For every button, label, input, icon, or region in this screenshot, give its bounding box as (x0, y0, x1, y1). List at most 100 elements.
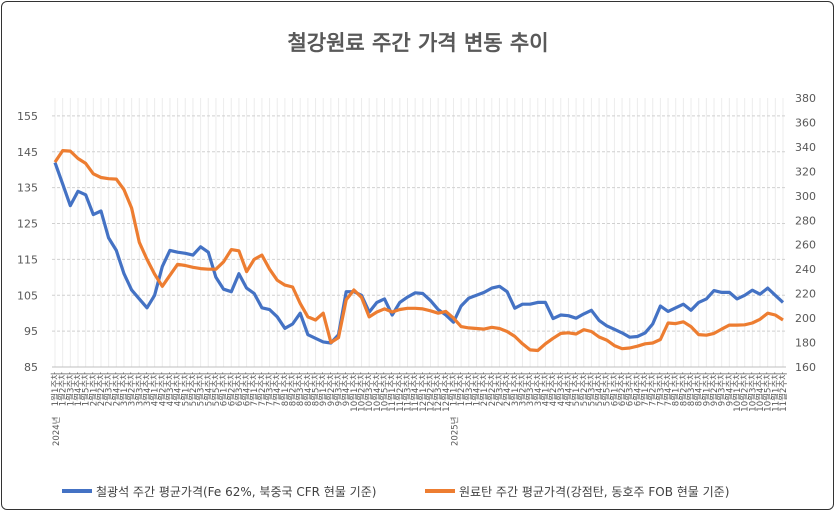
left-tick-label: 145 (17, 146, 38, 159)
x-tick-label: 1월3주차 (65, 372, 76, 406)
x-tick-label: 5월5주차 (602, 372, 613, 406)
x-tick-label: 8월4주차 (694, 372, 705, 406)
x-tick-label: 1월2주차 (58, 372, 69, 406)
x-tick-label: 10월2주차 (740, 372, 751, 412)
x-tick-label: 10월1주차 (349, 372, 360, 412)
x-tick-label: 11월2주차 (778, 372, 789, 412)
legend: 철광석 주간 평균가격(Fe 62%, 북중국 CFR 현물 기준) 원료탄 주… (62, 485, 729, 499)
x-tick-label: 8월3주차 (686, 372, 697, 406)
x-tick-label: 3월1주차 (510, 372, 521, 406)
x-tick-label: 8월3주차 (295, 372, 306, 406)
x-tick-label: 11월1주차 (387, 372, 398, 412)
x-tick-label: 3월2주차 (517, 372, 528, 406)
x-tick-label: 2월2주차 (96, 372, 107, 406)
right-tick-label: 360 (795, 116, 816, 129)
left-axis-ticks: 85 95 105 115 125 135 145 155 (17, 110, 38, 374)
x-tick-label: 7월3주차 (655, 372, 666, 406)
x-tick-label: 10월4주차 (755, 372, 766, 412)
x-tick-label: 7월1주차 (249, 372, 260, 406)
x-tick-label: 2월4주차 (111, 372, 122, 406)
year-label: 2024년 (51, 417, 62, 446)
x-tick-label: 11월3주차 (403, 372, 414, 412)
x-tick-label: 10월3주차 (747, 372, 758, 412)
left-tick-label: 125 (17, 218, 38, 231)
x-tick-label: 4월3주차 (556, 372, 567, 406)
x-tick-label: 2월3주차 (494, 372, 505, 406)
x-tick-label: 6월1주차 (219, 372, 230, 406)
x-tick-label: 6월2주차 (226, 372, 237, 406)
right-tick-label: 200 (795, 312, 816, 325)
x-tick-label: 9월2주차 (709, 372, 720, 406)
x-tick-label: 2월3주차 (104, 372, 115, 406)
left-tick-label: 105 (17, 289, 38, 302)
x-tick-label: 1월5주차 (81, 372, 92, 406)
x-tick-label: 2월1주차 (88, 372, 99, 406)
x-tick-label: 10월5주차 (763, 372, 774, 412)
right-tick-label: 220 (795, 288, 816, 301)
x-tick-label: 10월4주차 (372, 372, 383, 412)
right-tick-label: 300 (795, 190, 816, 203)
x-tick-label: 7월1주차 (640, 372, 651, 406)
x-tick-label: 8월1주차 (671, 372, 682, 406)
x-tick-label: 4월1주차 (540, 372, 551, 406)
x-tick-label: 6월2주차 (617, 372, 628, 406)
x-tick-label: 12월3주차 (433, 372, 444, 412)
x-tick-label: 9월3주차 (717, 372, 728, 406)
x-tick-label: 3월3주차 (134, 372, 145, 406)
x-tick-label: 9월1주차 (318, 372, 329, 406)
x-tick-label: 11월2주차 (395, 372, 406, 412)
x-tick-label: 4월3주차 (165, 372, 176, 406)
x-tick-label: 6월4주차 (242, 372, 253, 406)
coking-coal-series-line (53, 149, 784, 353)
x-tick-label: 10월5주차 (380, 372, 391, 412)
series-lines (53, 149, 785, 353)
x-tick-label: 7월2주차 (257, 372, 268, 406)
x-tick-label: 10월3주차 (364, 372, 375, 412)
right-axis-ticks: 160 180 200 220 240 260 280 300 320 340 360 380 (795, 92, 816, 374)
x-tick-label: 1월1주차 (448, 372, 459, 406)
x-tick-label: 2월1주차 (479, 372, 490, 406)
right-tick-label: 320 (795, 165, 816, 178)
year-label: 2025년 (449, 417, 460, 446)
x-tick-label: 3월4주차 (533, 372, 544, 406)
x-tick-label: 6월4주차 (632, 372, 643, 406)
x-tick-label: 12월1주차 (418, 372, 429, 412)
x-tick-label: 11월1주차 (770, 372, 781, 412)
x-tick-label: 4월4주차 (173, 372, 184, 406)
x-tick-label: 4월4주차 (563, 372, 574, 406)
left-tick-label: 85 (24, 361, 38, 374)
x-tick-label: 1월1주차 (50, 372, 61, 406)
gridlines (52, 98, 786, 368)
x-tick-label: 9월2주차 (326, 372, 337, 406)
x-tick-label: 3월2주차 (127, 372, 138, 406)
x-tick-label: 5월3주차 (196, 372, 207, 406)
x-tick-label: 7월4주차 (272, 372, 283, 406)
x-tick-label: 5월4주차 (594, 372, 605, 406)
x-tick-label: 6월1주차 (609, 372, 620, 406)
right-tick-label: 280 (795, 214, 816, 227)
left-tick-label: 95 (24, 325, 38, 338)
right-tick-label: 380 (795, 92, 816, 105)
x-tick-label: 7월3주차 (265, 372, 276, 406)
x-tick-label: 5월3주차 (586, 372, 597, 406)
x-tick-label: 2월4주차 (502, 372, 513, 406)
chart-title: 철강원료 주간 가격 변동 추이 (287, 31, 548, 55)
right-tick-label: 260 (795, 239, 816, 252)
left-tick-label: 115 (17, 253, 38, 266)
x-axis-labels: 1월1주차1월2주차1월3주차1월4주차1월5주차2월1주차2월2주차2월3주차… (50, 372, 789, 446)
x-tick-label: 8월1주차 (280, 372, 291, 406)
left-tick-label: 135 (17, 182, 38, 195)
right-tick-label: 340 (795, 141, 816, 154)
x-tick-label: 2월2주차 (487, 372, 498, 406)
x-tick-label: 12월4주차 (441, 372, 452, 412)
x-tick-label: 6월3주차 (625, 372, 636, 406)
x-tick-label: 5월2주차 (188, 372, 199, 406)
left-tick-label: 155 (17, 110, 38, 123)
x-tick-label: 6월3주차 (234, 372, 245, 406)
x-tick-label: 1월4주차 (73, 372, 84, 406)
x-tick-label: 5월5주차 (211, 372, 222, 406)
x-tick-label: 5월1주차 (571, 372, 582, 406)
right-tick-label: 240 (795, 263, 816, 276)
